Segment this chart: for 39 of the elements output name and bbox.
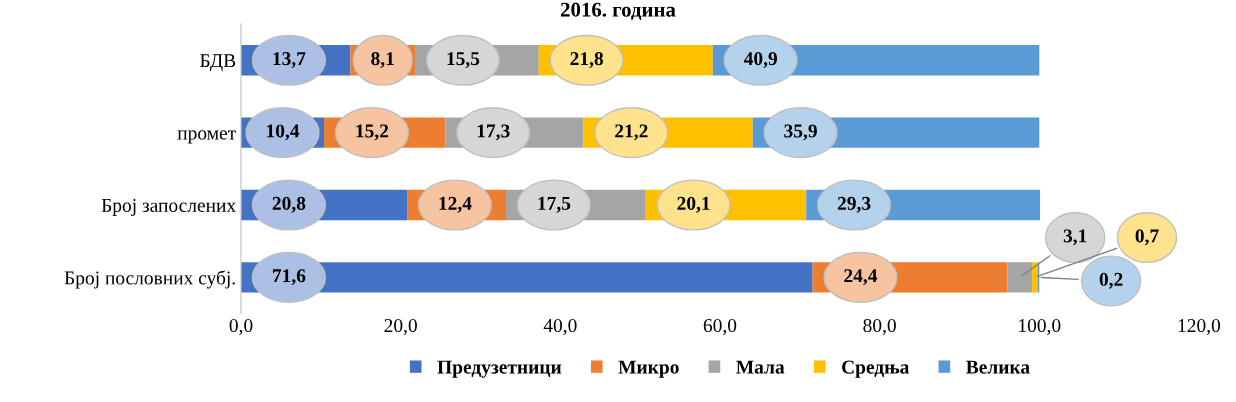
x-tick-label: 20,0 <box>384 318 417 335</box>
legend-label: Велика <box>966 360 1030 374</box>
data-label: 10,4 <box>267 124 300 141</box>
data-label: 3,1 <box>1063 229 1087 246</box>
x-tick-label: 80,0 <box>863 318 896 335</box>
legend-label: Микро <box>618 360 679 378</box>
x-tick-label: 0,0 <box>229 318 253 335</box>
x-tick-label: 120,0 <box>1178 318 1221 335</box>
data-label: 21,8 <box>570 52 604 68</box>
chart-title: 2016. година <box>560 2 676 21</box>
x-tick-label: 40,0 <box>543 318 577 335</box>
bar <box>1007 262 1033 293</box>
y-tick-label: Број запослених <box>101 198 236 216</box>
data-label: 24,4 <box>844 269 878 286</box>
legend-label: Предузетници <box>437 360 562 378</box>
data-label: 35,9 <box>784 124 817 141</box>
data-label: 71,6 <box>273 269 306 286</box>
data-label: 15,5 <box>447 52 480 68</box>
legend-label: Средња <box>842 360 910 378</box>
data-label: 20,8 <box>272 196 306 213</box>
data-label: 21,2 <box>615 124 648 141</box>
data-label: 20,1 <box>677 196 710 213</box>
data-label: 17,5 <box>538 196 571 213</box>
data-label: 40,9 <box>743 52 777 68</box>
data-label: 13,7 <box>273 52 306 68</box>
data-label: 0,2 <box>1099 272 1123 289</box>
bar <box>1032 262 1038 293</box>
data-label: 29,3 <box>837 196 871 213</box>
y-tick-label: БДВ <box>200 54 236 72</box>
data-label: 15,2 <box>356 124 389 141</box>
y-tick-label: промет <box>177 130 236 144</box>
data-label: 12,4 <box>439 196 472 213</box>
data-label: 8,1 <box>371 52 394 68</box>
x-tick-label: 100,0 <box>1019 318 1061 335</box>
data-label: 0,7 <box>1135 229 1159 246</box>
y-tick-label: Број пословних субј. <box>64 270 235 289</box>
x-tick-label: 60,0 <box>703 318 737 335</box>
data-label: 17,3 <box>477 124 510 141</box>
legend-label: Мала <box>736 360 785 374</box>
